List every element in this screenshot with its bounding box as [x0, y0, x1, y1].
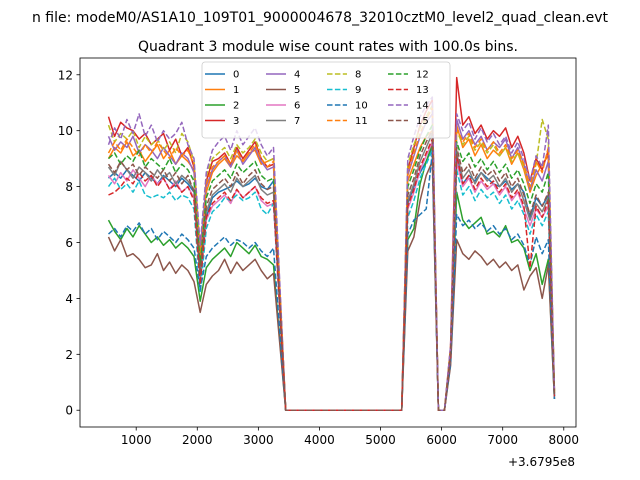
- x-tick-label: 2000: [182, 433, 213, 447]
- x-tick-label: 8000: [549, 433, 580, 447]
- series-line-12: [107, 124, 556, 411]
- legend-label-1: 1: [233, 85, 239, 96]
- series-line-14: [107, 96, 556, 411]
- legend-label-9: 9: [355, 85, 361, 96]
- y-tick-label: 8: [65, 180, 73, 194]
- series-line-15: [107, 129, 556, 411]
- legend-label-13: 13: [416, 85, 429, 96]
- plot-area: 1000 2000 3000 4000 5000 6000 7000 800002468101…: [58, 57, 580, 447]
- legend-label-10: 10: [355, 101, 368, 112]
- legend-label-6: 6: [294, 101, 300, 112]
- legend-label-0: 0: [233, 70, 239, 81]
- legend-label-3: 3: [233, 116, 239, 127]
- x-tick-label: 4000: [304, 433, 335, 447]
- legend-label-11: 11: [355, 116, 368, 127]
- legend-label-12: 12: [416, 70, 429, 81]
- legend-label-14: 14: [416, 101, 429, 112]
- legend-box: [201, 61, 451, 139]
- series-line-13: [108, 138, 556, 411]
- legend-label-8: 8: [355, 70, 361, 81]
- legend-label-4: 4: [294, 70, 300, 81]
- series-line-10: [107, 152, 556, 411]
- legend-label-15: 15: [416, 116, 429, 127]
- legend-label-5: 5: [294, 85, 300, 96]
- y-tick-label: 0: [65, 404, 73, 418]
- x-tick-label: 5000: [365, 433, 396, 447]
- y-tick-label: 2: [65, 348, 73, 362]
- y-tick-label: 4: [65, 292, 73, 306]
- y-tick-label: 12: [58, 68, 73, 82]
- series-line-5: [107, 160, 556, 411]
- chart-title: Quadrant 3 module wise count rates with …: [138, 39, 518, 55]
- x-tick-label: 6000: [426, 433, 457, 447]
- y-tick-label: 10: [58, 124, 73, 138]
- x-tick-label: 3000: [243, 433, 274, 447]
- x-offset-label: +3.6795e8: [508, 455, 575, 469]
- figure-suptitle: n file: modeM0/AS1A10_109T01_9000004678_…: [32, 10, 609, 26]
- series-line-2: [107, 143, 556, 411]
- legend-label-7: 7: [294, 116, 300, 127]
- series-line-8: [107, 104, 556, 411]
- x-tick-label: 7000: [487, 433, 518, 447]
- x-tick-label: 1000: [121, 433, 152, 447]
- y-tick-label: 6: [65, 236, 73, 250]
- series-line-1: [107, 124, 556, 411]
- legend-label-2: 2: [233, 101, 239, 112]
